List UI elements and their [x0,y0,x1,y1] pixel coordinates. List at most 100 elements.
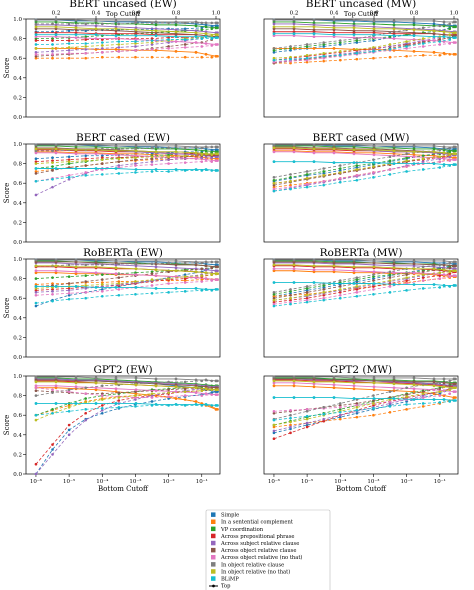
data-point [312,21,316,25]
data-point [392,37,396,40]
data-point [134,156,137,160]
data-point [154,382,158,386]
data-point [84,280,87,283]
data-point [352,29,356,33]
data-point [194,41,198,44]
bottom-axis-label: Bottom Cutoff [336,485,387,493]
data-point [305,58,309,62]
data-point [84,397,87,400]
data-point [372,56,375,60]
data-point [412,390,416,394]
legend-entry: Across object relative (no that) [211,554,302,561]
legend-entry: Simple [211,512,239,519]
data-point [338,167,342,170]
top-tick-label: 1.0 [212,11,221,17]
data-point [452,269,456,273]
data-point [452,34,456,38]
data-point [67,46,71,49]
data-point [338,406,342,409]
data-point [322,406,325,409]
data-point [100,156,104,160]
data-point [214,43,218,46]
data-point [442,266,446,270]
data-point [174,263,178,267]
data-point [289,47,292,50]
data-point [167,291,170,294]
data-point [183,390,187,393]
data-point [54,147,58,151]
data-point [183,146,187,150]
data-point [150,396,154,399]
data-point [338,164,342,167]
data-point [167,395,170,398]
data-point [167,155,170,159]
data-point [51,408,54,411]
data-point [312,264,316,268]
data-point [372,402,375,405]
data-point [372,144,376,148]
panel-title: BERT cased (EW) [76,132,170,144]
data-point [204,168,208,171]
data-point [74,18,78,22]
panel-frame [263,143,459,243]
data-point [34,386,38,390]
data-point [405,165,408,168]
data-point [338,177,342,180]
data-point [392,146,396,150]
data-point [100,41,104,44]
data-point [214,269,218,273]
bottom-axis-label: Bottom Cutoff [98,485,149,493]
data-point [421,279,425,282]
data-point [200,267,204,271]
bottom-tick-label: 10⁻¹ [196,478,208,485]
legend-label: In a sentential complement [221,520,294,526]
data-point [372,376,376,380]
data-point [372,388,376,392]
data-point [289,49,292,52]
data-point [432,162,436,166]
data-point [54,27,58,31]
data-point [204,32,208,36]
data-point [67,174,71,177]
data-point [34,39,38,42]
data-point [289,423,292,427]
data-point [114,261,118,265]
data-point [355,288,359,291]
data-point [412,49,416,53]
data-point [322,43,325,46]
data-point [405,279,408,282]
data-point [174,30,178,34]
data-point [94,402,98,405]
data-point [355,41,359,44]
data-point [210,266,214,270]
data-point [34,264,38,268]
data-point [372,275,375,278]
data-point [438,381,442,385]
data-point [312,30,316,34]
data-point [34,291,38,294]
data-point [150,160,154,163]
data-point [54,380,58,384]
data-point [372,27,376,31]
data-point [100,55,104,59]
data-point [51,39,54,42]
data-point [200,28,204,32]
data-point [352,376,356,380]
data-point [117,43,121,46]
top-tick-label: 1.0 [450,11,459,17]
data-point [214,169,218,172]
data-point [154,150,158,154]
data-point [372,279,375,282]
data-point [67,388,71,392]
bottom-tick-label: 10⁻⁴ [334,478,347,485]
data-point [84,287,87,290]
data-point [388,402,392,405]
data-point [183,290,187,293]
data-point [312,28,316,32]
data-point [372,282,376,285]
data-point [289,57,292,61]
data-point [448,266,452,270]
data-point [134,149,138,153]
data-point [332,270,336,274]
data-point [100,162,104,165]
